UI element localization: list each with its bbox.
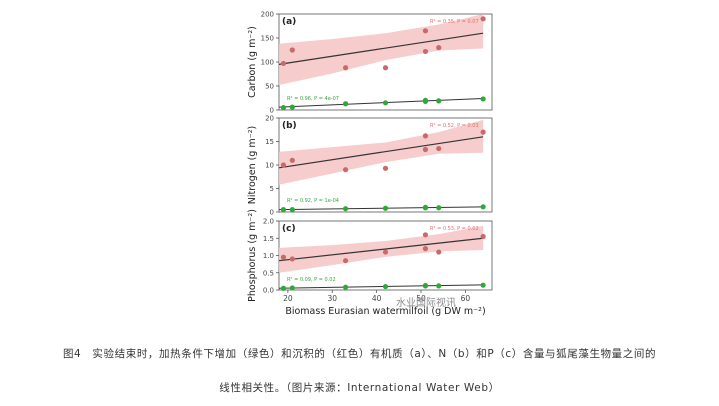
green-data-point	[422, 282, 429, 289]
x-tick-label: 30	[327, 294, 337, 303]
y-tick-label: 0.5	[263, 269, 274, 277]
red-data-point	[289, 256, 295, 262]
y-tick-label: 100	[261, 59, 274, 67]
y-tick-label: 2.0	[263, 218, 274, 226]
red-data-point	[289, 47, 295, 53]
red-data-point	[289, 157, 295, 163]
y-tick-label: 0.0	[263, 287, 274, 295]
figure-caption-line-1: 图4 实验结束时，加热条件下增加（绿色）和沉积的（红色）有机质（a）、N（b）和…	[62, 348, 657, 360]
panel-label: (a)	[282, 17, 296, 27]
panel-1: 0 50 100 150 200 (a) R² = 0.35, P = 0.07 R² = 0…	[247, 11, 493, 115]
y-tick-label: 10	[265, 162, 274, 170]
y-tick-label: 5	[270, 185, 274, 193]
red-stat-label: R² = 0.35, P = 0.07	[430, 19, 479, 25]
red-data-point	[436, 45, 442, 51]
red-data-point	[422, 48, 429, 55]
green-data-point	[280, 207, 287, 213]
figure-caption-line-2: 线性相关性。（图片来源：International Water Web）	[219, 382, 500, 394]
red-data-point	[280, 60, 287, 67]
y-tick-label: 50	[265, 83, 274, 91]
green-data-point	[280, 285, 287, 291]
red-data-point	[436, 249, 442, 255]
y-axis-label: Nitrogen (g m⁻²)	[247, 126, 258, 204]
red-data-point	[280, 162, 287, 168]
panel-label: (c)	[282, 224, 296, 234]
y-tick-label: 200	[261, 11, 274, 19]
green-stat-label: R² = 0.09, P = 0.02	[287, 277, 336, 283]
green-data-point	[382, 100, 389, 106]
green-data-point	[342, 206, 349, 212]
green-data-point	[480, 204, 486, 210]
red-data-point	[480, 16, 486, 22]
green-stat-label: R² = 0.96, P = 4e-07	[287, 96, 339, 102]
green-data-point	[289, 285, 295, 291]
red-data-point	[422, 133, 429, 139]
red-fit-line	[278, 136, 484, 169]
y-tick-label: 20	[265, 115, 274, 123]
red-data-point	[422, 232, 429, 238]
green-data-point	[480, 96, 486, 102]
red-confidence-band	[279, 14, 484, 86]
green-fit-line	[278, 97, 484, 108]
y-axis-label: Carbon (g m⁻²)	[247, 26, 258, 98]
red-data-point	[342, 65, 349, 71]
x-tick-label: 20	[283, 294, 293, 303]
green-data-point	[422, 97, 429, 103]
y-tick-label: 15	[265, 138, 274, 146]
green-data-point	[436, 98, 442, 104]
red-data-point	[280, 254, 287, 260]
y-axis-label: Phosphorus (g m⁻²)	[247, 209, 258, 302]
green-data-point	[422, 204, 429, 210]
red-data-point	[382, 65, 389, 71]
x-axis-label: Biomass Eurasian watermilfoil (g DW m⁻²)	[285, 306, 485, 317]
x-tick-label: 50	[416, 294, 426, 303]
panel-3: 0.0 0.5 1.0 1.5 2.0 (c) R² = 0.53, P = 0.02 R² …	[247, 209, 493, 317]
green-data-point	[436, 205, 442, 211]
y-tick-label: 1.5	[263, 235, 274, 243]
red-data-point	[342, 258, 349, 264]
green-data-point	[280, 105, 287, 111]
panel-label: (b)	[282, 121, 297, 131]
green-data-point	[382, 283, 389, 290]
red-fit-line	[278, 32, 484, 65]
green-fit-line	[278, 284, 484, 289]
green-data-point	[289, 104, 295, 110]
red-data-point	[422, 146, 429, 153]
red-data-point	[480, 233, 486, 240]
green-data-point	[289, 207, 295, 213]
y-tick-label: 1.0	[263, 252, 274, 260]
red-stat-label: R² = 0.52, P = 0.03	[430, 123, 479, 129]
red-stat-label: R² = 0.53, P = 0.02	[430, 226, 479, 232]
x-tick-label: 40	[372, 294, 382, 303]
green-data-point	[480, 282, 486, 288]
y-tick-label: 0	[270, 107, 274, 115]
y-tick-label: 0	[270, 209, 274, 217]
red-data-point	[436, 145, 442, 152]
green-data-point	[342, 284, 349, 290]
red-fit-line	[278, 237, 484, 262]
red-data-point	[480, 129, 486, 135]
red-data-point	[382, 165, 389, 171]
green-data-point	[436, 283, 442, 289]
red-data-point	[382, 249, 389, 255]
watermark-text: 水业国际视讯	[396, 298, 456, 309]
x-tick-label: 60	[461, 294, 471, 303]
red-data-point	[422, 246, 429, 252]
panel-2: 0 5 10 15 20 (b) R² = 0.52, P = 0.03 R² = 0.92,…	[247, 115, 493, 217]
green-data-point	[382, 205, 389, 211]
y-tick-label: 150	[261, 35, 274, 43]
green-data-point	[342, 101, 349, 107]
red-data-point	[422, 28, 429, 34]
green-stat-label: R² = 0.92, P = 1e-04	[287, 198, 339, 204]
red-data-point	[342, 167, 349, 173]
green-fit-line	[278, 206, 484, 211]
